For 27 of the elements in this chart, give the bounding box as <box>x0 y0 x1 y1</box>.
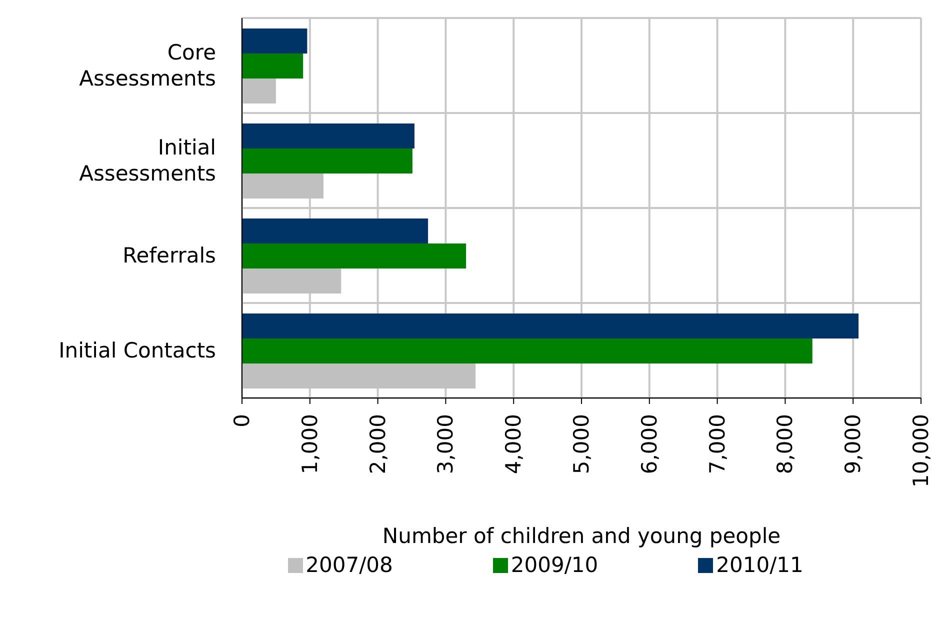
x-tick-label: 7,000 <box>705 414 730 474</box>
y-tick-label: Core Assessments <box>79 40 216 90</box>
bar <box>242 243 466 268</box>
x-tick-label: 10,000 <box>909 414 933 488</box>
x-tick-label: 4,000 <box>502 414 526 474</box>
y-tick-label: Referrals <box>122 244 216 268</box>
bar <box>242 53 304 78</box>
x-axis-title: Number of children and young people <box>382 524 781 548</box>
x-tick-label: 6,000 <box>637 414 662 474</box>
bar <box>242 148 412 174</box>
y-tick-label: Initial Contacts <box>58 338 216 362</box>
x-tick-label: 5,000 <box>570 414 594 474</box>
bar <box>242 218 428 244</box>
x-tick-label: 0 <box>230 414 254 428</box>
x-tick-label: 9,000 <box>841 414 866 474</box>
bar <box>242 123 414 148</box>
legend-label: 2007/08 <box>306 553 393 577</box>
y-tick-label: Initial Assessments <box>79 136 216 186</box>
x-tick-label: 1,000 <box>298 414 322 474</box>
legend-label: 2009/10 <box>510 553 598 577</box>
legend-label: 2010/11 <box>716 553 804 577</box>
x-tick-label: 3,000 <box>434 414 458 474</box>
x-tick-label: 8,000 <box>773 414 798 474</box>
x-tick-label: 2,000 <box>366 414 390 474</box>
bar <box>242 28 308 54</box>
bar <box>242 313 859 338</box>
bar <box>242 338 812 364</box>
